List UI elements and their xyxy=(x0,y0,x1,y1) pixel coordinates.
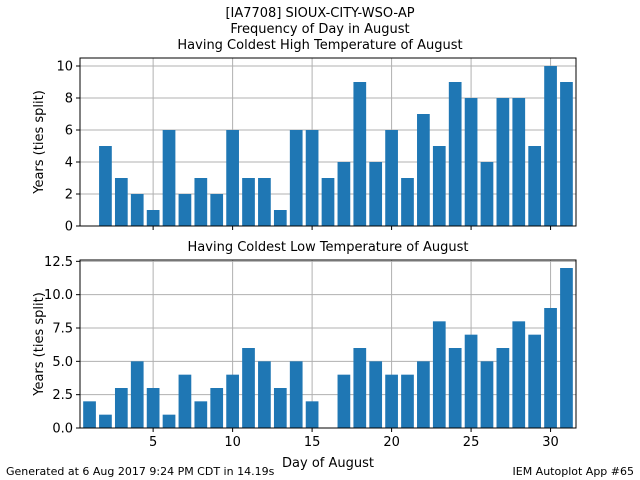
top-bar-day-18 xyxy=(353,82,367,226)
bottom-y-tick-label-4: 10.0 xyxy=(44,288,73,303)
bottom-x-axis-label: Day of August xyxy=(282,456,374,471)
top-y-axis-label: Years (ties split) xyxy=(32,90,47,195)
bottom-bar-day-6 xyxy=(162,414,176,428)
bottom-y-tick-label-5: 12.5 xyxy=(44,255,73,270)
figure-title-line-2: Frequency of Day in August xyxy=(230,22,409,37)
top-bar-day-4 xyxy=(130,194,144,226)
top-y-tick-label-4: 8 xyxy=(65,92,73,107)
bottom-bar-day-15 xyxy=(305,401,319,428)
bottom-x-tick-label-15: 15 xyxy=(304,435,321,450)
top-bar-day-12 xyxy=(258,178,271,226)
top-bar-day-13 xyxy=(273,210,287,226)
top-bar-day-26 xyxy=(480,162,494,226)
top-bar-day-10 xyxy=(226,130,239,226)
top-bar-day-14 xyxy=(289,130,303,226)
bottom-bar-day-25 xyxy=(464,334,478,428)
top-bar-day-27 xyxy=(496,98,510,226)
bottom-x-tick-label-25: 25 xyxy=(463,435,480,450)
top-bar-day-31 xyxy=(560,82,573,226)
top-y-tick-label-5: 10 xyxy=(56,60,73,75)
footer-generated-text: Generated at 6 Aug 2017 9:24 PM CDT in 1… xyxy=(6,465,275,478)
bottom-bar-day-27 xyxy=(496,348,510,428)
top-bar-day-23 xyxy=(432,146,446,226)
top-bar-day-9 xyxy=(210,194,224,226)
bottom-bar-day-19 xyxy=(369,361,383,428)
top-bar-day-3 xyxy=(114,178,128,226)
bottom-x-tick-label-20: 20 xyxy=(383,435,400,450)
top-axes-frame xyxy=(79,57,577,227)
bottom-bar-day-5 xyxy=(146,388,160,428)
top-panel: 0 2 4 6 8 10 Years (ties split) xyxy=(32,57,577,235)
bottom-bar-day-26 xyxy=(480,361,494,428)
top-bar-day-15 xyxy=(305,130,319,226)
figure-title-line-3: Having Coldest High Temperature of Augus… xyxy=(177,38,462,53)
top-y-tick-label-1: 2 xyxy=(65,188,73,203)
bottom-y-tick-label-2: 5.0 xyxy=(52,355,73,370)
bottom-y-tick-label-3: 7.5 xyxy=(52,322,73,337)
top-y-tick-label-3: 6 xyxy=(65,124,73,139)
bottom-panel: 5 10 15 20 25 30 0.0 2.5 5.0 7.5 10.0 12.5 Years (ti… xyxy=(32,255,577,471)
bottom-bar-day-21 xyxy=(401,374,414,428)
top-bar-day-25 xyxy=(464,98,478,226)
top-bar-day-28 xyxy=(512,98,526,226)
bottom-y-tick-label-1: 2.5 xyxy=(52,388,73,403)
bottom-bar-day-29 xyxy=(528,334,542,428)
top-bar-day-30 xyxy=(544,66,557,226)
footer-app-label: IEM Autoplot App #65 xyxy=(512,465,635,478)
bottom-bar-day-30 xyxy=(544,308,557,428)
bottom-bar-day-31 xyxy=(560,268,573,428)
bottom-bar-day-7 xyxy=(178,374,192,428)
bottom-bar-day-9 xyxy=(210,388,224,428)
bottom-x-tick-label-10: 10 xyxy=(224,435,241,450)
bottom-bar-day-23 xyxy=(432,321,446,428)
top-y-tick-label-0: 0 xyxy=(65,220,73,235)
top-bar-day-16 xyxy=(321,178,335,226)
top-bar-day-11 xyxy=(242,178,255,226)
top-bar-day-21 xyxy=(401,178,414,226)
top-y-tick-label-2: 4 xyxy=(65,156,73,171)
bottom-bar-day-11 xyxy=(242,348,255,428)
top-bar-day-5 xyxy=(146,210,160,226)
bottom-y-axis-label: Years (ties split) xyxy=(32,292,47,397)
bottom-y-tick-label-0: 0.0 xyxy=(52,422,73,437)
bottom-bar-day-1 xyxy=(83,401,96,428)
bottom-axes-frame xyxy=(79,259,577,429)
top-bar-day-24 xyxy=(448,82,462,226)
bottom-bar-day-24 xyxy=(448,348,462,428)
top-bar-day-22 xyxy=(417,114,430,226)
bottom-bar-day-4 xyxy=(130,361,144,428)
bottom-bar-day-20 xyxy=(385,374,398,428)
bottom-bar-day-13 xyxy=(273,388,287,428)
bottom-bar-day-18 xyxy=(353,348,367,428)
bottom-bar-day-17 xyxy=(337,374,351,428)
top-bar-day-29 xyxy=(528,146,542,226)
bottom-panel-title: Having Coldest Low Temperature of August xyxy=(188,240,469,255)
bottom-bar-day-3 xyxy=(114,388,128,428)
top-bar-day-2 xyxy=(99,146,112,226)
bottom-bar-day-2 xyxy=(99,414,112,428)
top-bar-day-19 xyxy=(369,162,383,226)
top-bar-day-8 xyxy=(194,178,208,226)
bottom-x-tick-label-30: 30 xyxy=(542,435,559,450)
bottom-bar-day-8 xyxy=(194,401,208,428)
bottom-bar-day-12 xyxy=(258,361,271,428)
bottom-bar-day-28 xyxy=(512,321,526,428)
bottom-bar-day-10 xyxy=(226,374,239,428)
bottom-bar-day-22 xyxy=(417,361,430,428)
bottom-x-tick-label-5: 5 xyxy=(149,435,157,450)
bottom-bar-day-14 xyxy=(289,361,303,428)
top-bar-day-7 xyxy=(178,194,192,226)
top-bar-day-17 xyxy=(337,162,351,226)
top-bar-day-6 xyxy=(162,130,176,226)
top-bar-day-20 xyxy=(385,130,398,226)
figure-title-line-1: [IA7708] SIOUX-CITY-WSO-AP xyxy=(225,6,414,21)
